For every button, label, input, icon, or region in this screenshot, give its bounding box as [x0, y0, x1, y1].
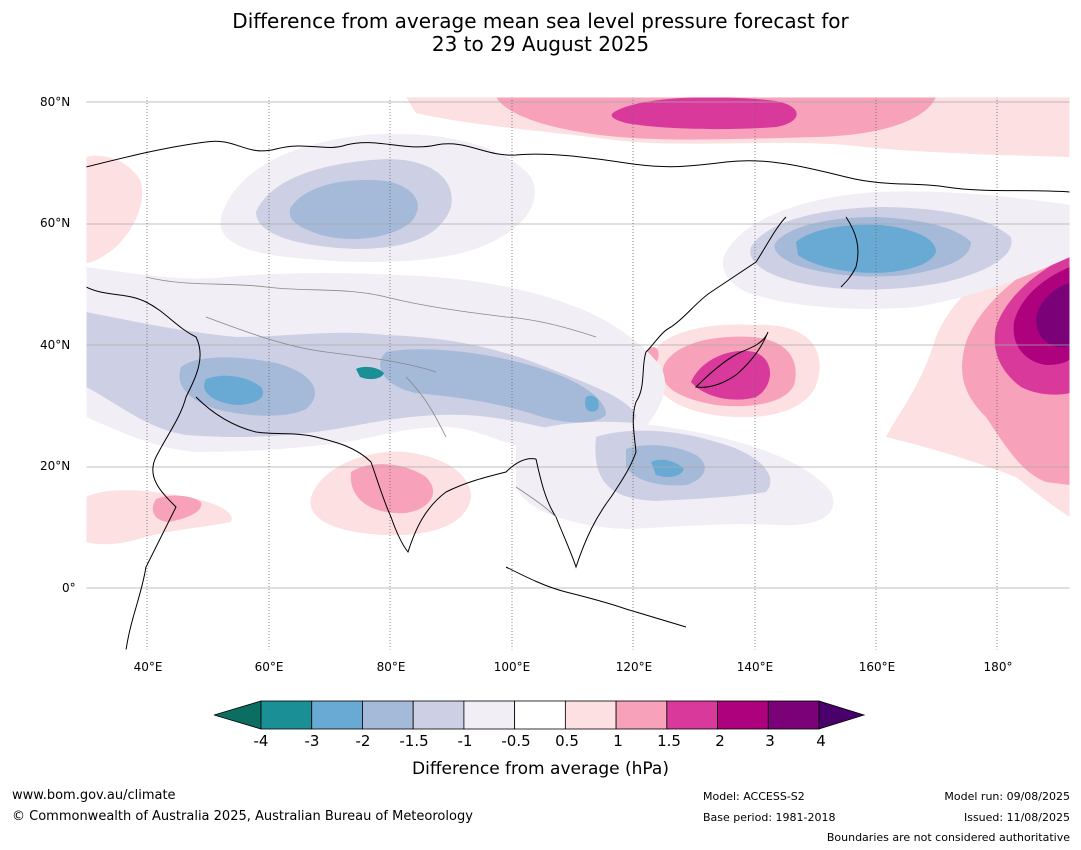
lat-label-0: 0° — [62, 581, 76, 595]
colorbar-cell — [514, 700, 566, 730]
contour-neg-china-2 — [380, 349, 606, 423]
contour-pos-india-1 — [350, 464, 434, 514]
colorbar-label: 4 — [816, 732, 826, 750]
borders — [145, 276, 597, 518]
lat-label-60n: 60°N — [40, 216, 71, 230]
contour-neg-philsea-3 — [651, 459, 684, 477]
colorbar — [214, 700, 866, 730]
colorbar-cells — [260, 700, 820, 730]
colorbar-label: -1.5 — [399, 732, 429, 750]
colorbar-cell — [463, 700, 516, 730]
colorbar-label: -3 — [304, 732, 320, 750]
lon-label-100e: 100°E — [493, 660, 531, 674]
colorbar-cell — [260, 700, 313, 730]
colorbar-over-arrow — [818, 700, 866, 730]
colorbar-title: Difference from average (hPa) — [412, 759, 669, 779]
colorbar-label: -4 — [253, 732, 269, 750]
lat-label-40n: 40°N — [40, 338, 71, 352]
colorbar-label: -2 — [355, 732, 371, 750]
colorbar-cell — [666, 700, 718, 730]
contour-neg-okhotsk-3 — [796, 224, 936, 273]
colorbar-cell — [412, 700, 465, 730]
lon-label-60e: 60°E — [254, 660, 284, 674]
footer-issued: Issued: 11/08/2025 — [963, 811, 1070, 824]
colorbar-label: 1.5 — [657, 732, 681, 750]
colorbar-label: -1 — [457, 732, 473, 750]
contour-pos-arabia-1 — [152, 495, 202, 522]
footer-model: Model: ACCESS-S2 — [703, 790, 805, 803]
colorbar-cell — [564, 700, 617, 730]
lon-label-180: 180° — [983, 660, 1013, 674]
lon-label-160e: 160°E — [858, 660, 896, 674]
lat-label-80n: 80°N — [40, 95, 71, 109]
colorbar-label: -0.5 — [501, 732, 531, 750]
lat-label-20n: 20°N — [40, 459, 71, 473]
graticule — [86, 101, 1070, 589]
lon-label-40e: 40°E — [133, 660, 163, 674]
lon-label-120e: 120°E — [615, 660, 653, 674]
footer-base-period: Base period: 1981-2018 — [703, 811, 836, 824]
contour-pos-japan-1.5 — [691, 350, 770, 400]
coastlines — [86, 140, 1070, 650]
colorbar-label: 1 — [613, 732, 623, 750]
footer-disclaimer: Boundaries are not considered authoritat… — [826, 831, 1070, 844]
colorbar-cell — [615, 700, 668, 730]
contour-pos-arctic-1.5 — [611, 97, 797, 130]
contour-neg-china-3 — [585, 395, 599, 412]
colorbar-cell — [717, 700, 769, 730]
footer-model-run: Model run: 09/08/2025 — [944, 790, 1070, 803]
lon-label-80e: 80°E — [376, 660, 406, 674]
colorbar-cell — [311, 700, 363, 730]
colorbar-label: 3 — [765, 732, 775, 750]
pressure-anomaly-map — [86, 97, 1070, 650]
meridians — [146, 97, 998, 650]
map-title-line-2: 23 to 29 August 2025 — [431, 32, 650, 56]
contour-neg-asia-3 — [204, 375, 264, 405]
map-title-line-1: Difference from average mean sea level p… — [232, 9, 849, 33]
footer-website: www.bom.gov.au/climate — [12, 788, 176, 803]
contour-pos-europe-0.5 — [86, 155, 143, 263]
colorbar-cell — [362, 700, 414, 730]
colorbar-under-arrow — [214, 700, 262, 730]
contour-neg-tibet-4 — [356, 366, 384, 380]
contour-pos-pacific-3 — [1036, 283, 1070, 347]
lon-label-140e: 140°E — [736, 660, 774, 674]
colorbar-label: 2 — [715, 732, 725, 750]
colorbar-cell — [767, 700, 820, 730]
footer-copyright: © Commonwealth of Australia 2025, Austra… — [12, 809, 473, 824]
colorbar-label: 0.5 — [555, 732, 579, 750]
